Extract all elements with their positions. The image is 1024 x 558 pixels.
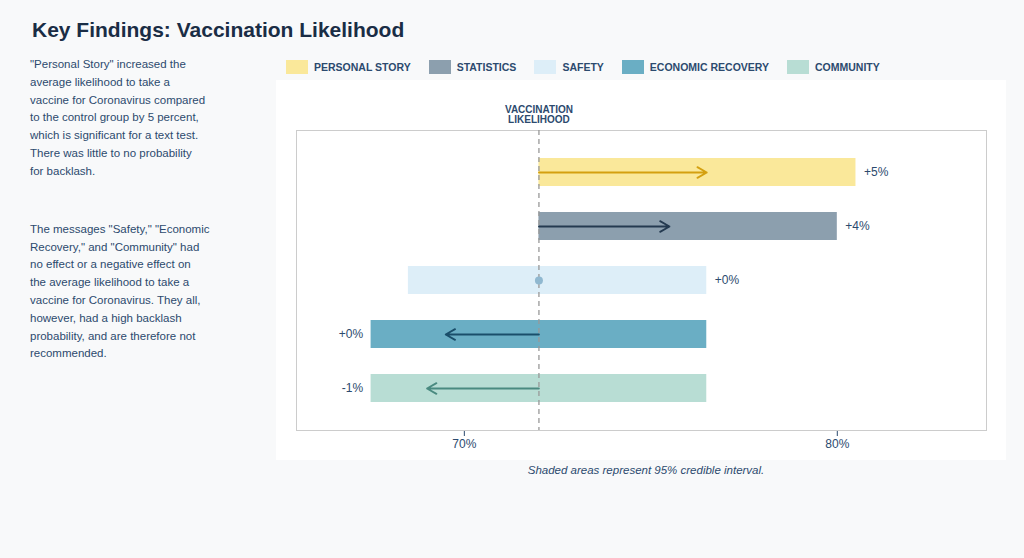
svg-text:80%: 80% (825, 437, 849, 451)
html-text:SAFETY: SAFETY (562, 61, 604, 73)
html-text:"Personal Story" increased the: "Personal Story" increased the average l… (30, 58, 206, 177)
svg-text:+0%: +0% (715, 273, 740, 287)
html-text:ECONOMIC RECOVERY: ECONOMIC RECOVERY (649, 61, 769, 73)
html-text:Key Findings: Vaccination Like: Key Findings: Vaccination Likelihood (32, 18, 405, 41)
svg-text:+5%: +5% (864, 165, 889, 179)
html-text:STATISTICS: STATISTICS (456, 61, 517, 73)
svg-text:+0%: +0% (339, 327, 364, 341)
svg-text:70%: 70% (452, 437, 476, 451)
html-text:Shaded areas represent 95% cre: Shaded areas represent 95% credible inte… (527, 464, 765, 476)
svg-text:+4%: +4% (845, 219, 870, 233)
html-text:PERSONAL STORY: PERSONAL STORY (314, 61, 411, 73)
svg-text:-1%: -1% (342, 381, 364, 395)
html-text:COMMUNITY: COMMUNITY (815, 61, 880, 73)
svg-text:VACCINATIONLIKELIHOOD: VACCINATIONLIKELIHOOD (505, 104, 573, 125)
html-text:The messages "Safety," "Econom: The messages "Safety," "Economic Recover… (30, 222, 210, 360)
